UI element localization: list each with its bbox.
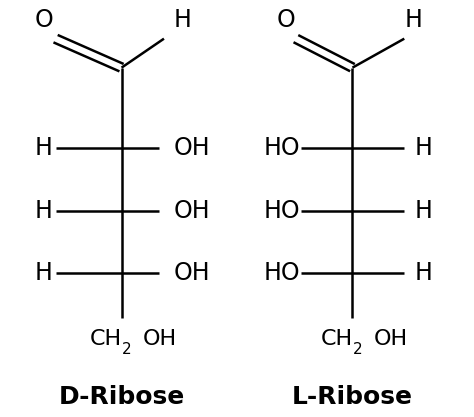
Text: HO: HO [264, 136, 300, 161]
Text: 2: 2 [121, 342, 131, 357]
Text: 2: 2 [353, 342, 362, 357]
Text: H: H [35, 261, 53, 285]
Text: OH: OH [174, 198, 210, 223]
Text: HO: HO [264, 198, 300, 223]
Text: O: O [277, 8, 296, 32]
Text: OH: OH [174, 261, 210, 285]
Text: D-Ribose: D-Ribose [58, 385, 185, 409]
Text: H: H [35, 198, 53, 223]
Text: H: H [414, 136, 432, 161]
Text: H: H [405, 8, 423, 32]
Text: OH: OH [174, 136, 210, 161]
Text: CH: CH [320, 329, 353, 349]
Text: OH: OH [374, 329, 408, 349]
Text: H: H [414, 261, 432, 285]
Text: O: O [35, 8, 53, 32]
Text: OH: OH [143, 329, 177, 349]
Text: H: H [414, 198, 432, 223]
Text: H: H [35, 136, 53, 161]
Text: L-Ribose: L-Ribose [292, 385, 413, 409]
Text: CH: CH [90, 329, 121, 349]
Text: H: H [174, 8, 192, 32]
Text: HO: HO [264, 261, 300, 285]
